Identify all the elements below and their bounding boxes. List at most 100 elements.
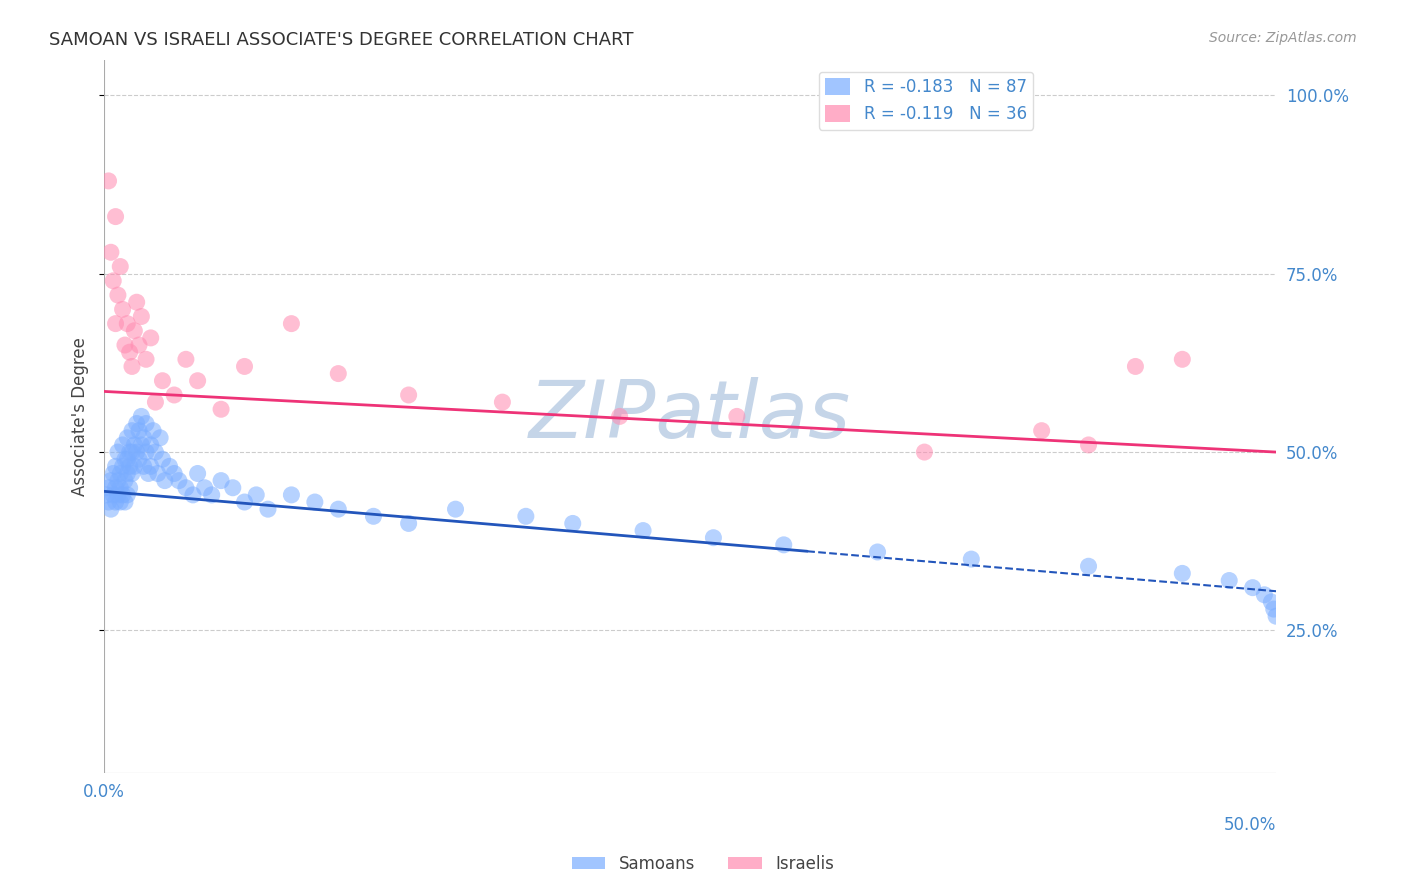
Point (772, 538, 794, 552)
Point (233, 495, 256, 509)
Point (491, 395, 513, 409)
Point (132, 459, 155, 474)
Point (174, 481, 197, 495)
Point (233, 359, 256, 374)
Point (103, 467, 125, 481)
Point (118, 445, 141, 459)
Point (181, 488, 204, 502)
Point (145, 395, 167, 409)
Point (124, 324, 146, 338)
Point (139, 331, 162, 345)
Point (97, 174, 120, 188)
Point (257, 502, 280, 516)
Point (194, 481, 217, 495)
Point (100, 474, 122, 488)
Point (121, 467, 143, 481)
Point (100, 502, 122, 516)
Point (110, 260, 132, 274)
Point (187, 374, 209, 388)
Point (444, 502, 467, 516)
Point (187, 467, 209, 481)
Point (328, 502, 350, 516)
Point (1077, 559, 1099, 574)
Point (135, 417, 157, 431)
Point (121, 359, 143, 374)
Point (114, 474, 136, 488)
Point (104, 459, 127, 474)
Point (222, 481, 245, 495)
Point (363, 509, 385, 524)
Point (104, 495, 127, 509)
Point (110, 467, 132, 481)
Point (111, 488, 134, 502)
Point (110, 481, 132, 495)
Point (97, 495, 120, 509)
Point (107, 474, 129, 488)
Point (97, 481, 120, 495)
Point (631, 524, 654, 538)
Point (111, 438, 134, 452)
Point (131, 409, 153, 424)
Point (149, 431, 172, 445)
Point (132, 431, 155, 445)
Point (139, 438, 162, 452)
Point (398, 516, 420, 531)
Point (114, 338, 136, 352)
Point (1031, 424, 1053, 438)
Point (1171, 566, 1194, 581)
Point (128, 338, 150, 352)
Point (201, 488, 224, 502)
Point (117, 467, 139, 481)
Point (561, 516, 583, 531)
Point (131, 310, 153, 324)
Point (1125, 359, 1147, 374)
Point (114, 452, 136, 467)
Point (117, 488, 139, 502)
Point (117, 431, 139, 445)
Point (104, 481, 127, 495)
Point (912, 445, 935, 459)
Point (142, 424, 165, 438)
Point (135, 352, 157, 367)
Point (209, 474, 232, 488)
Point (163, 388, 186, 402)
Point (167, 474, 190, 488)
Point (125, 445, 148, 459)
Point (702, 531, 724, 545)
Point (163, 467, 186, 481)
Point (145, 445, 167, 459)
Point (125, 417, 148, 431)
Point (1077, 438, 1099, 452)
Text: Source: ZipAtlas.com: Source: ZipAtlas.com (1209, 31, 1357, 45)
Point (107, 488, 129, 502)
Point (114, 495, 136, 509)
Point (125, 295, 148, 310)
Point (128, 424, 150, 438)
Point (118, 481, 141, 495)
Point (117, 452, 139, 467)
Point (280, 317, 302, 331)
Point (159, 459, 181, 474)
Point (100, 245, 122, 260)
Point (245, 488, 267, 502)
Text: ZIPatlas: ZIPatlas (529, 377, 851, 456)
Point (103, 274, 125, 288)
Point (328, 367, 350, 381)
Point (121, 445, 143, 459)
Point (118, 459, 141, 474)
Point (174, 352, 197, 367)
Point (128, 452, 150, 467)
Text: 50.0%: 50.0% (1223, 816, 1277, 834)
Y-axis label: Associate's Degree: Associate's Degree (72, 337, 89, 496)
Legend: R = -0.183   N = 87, R = -0.119   N = 36: R = -0.183 N = 87, R = -0.119 N = 36 (818, 71, 1033, 129)
Point (111, 459, 134, 474)
Point (1265, 609, 1288, 624)
Point (138, 467, 160, 481)
Point (121, 424, 143, 438)
Point (110, 495, 132, 509)
Point (153, 474, 176, 488)
Point (609, 409, 631, 424)
Point (139, 459, 162, 474)
Point (152, 374, 174, 388)
Point (725, 409, 748, 424)
